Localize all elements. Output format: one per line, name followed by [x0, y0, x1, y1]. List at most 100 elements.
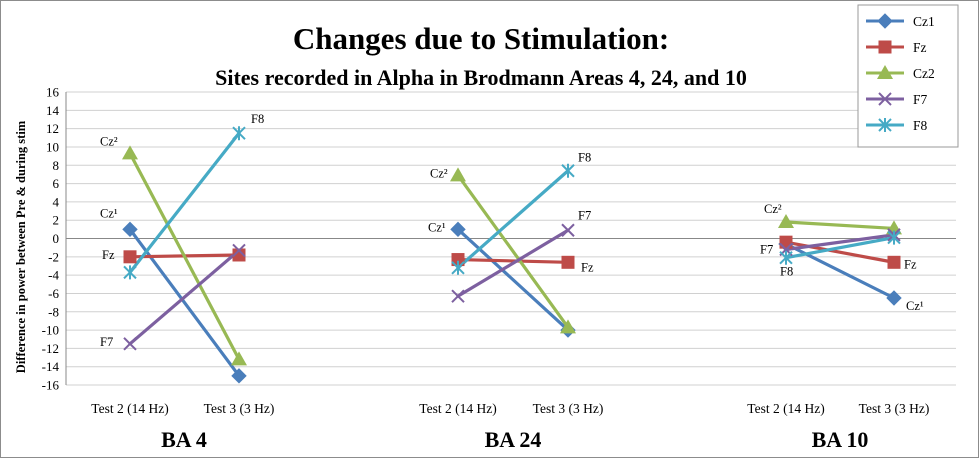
legend-marker	[878, 118, 892, 132]
data-point-fz	[561, 255, 575, 269]
chart-subtitle: Sites recorded in Alpha in Brodmann Area…	[215, 65, 747, 90]
y-tick-label: 14	[46, 103, 60, 118]
y-tick-label: -10	[42, 323, 59, 338]
gridlines	[66, 91, 956, 386]
y-tick-label: 4	[53, 194, 60, 209]
legend-box	[857, 4, 959, 148]
data-point-cz2	[450, 167, 466, 182]
point-annotation: Cz²	[764, 202, 782, 216]
x-tick-label: Test 2 (14 Hz)	[747, 401, 824, 416]
point-annotation: Cz¹	[428, 220, 446, 234]
x-tick-label: Test 3 (3 Hz)	[204, 401, 275, 416]
series-line-f8	[456, 169, 570, 270]
y-tick-label: -14	[42, 359, 60, 374]
y-tick-label: -16	[42, 378, 60, 393]
data-point-f7	[451, 289, 465, 303]
data-point-fz	[779, 235, 793, 249]
series-line-f7	[784, 233, 896, 252]
data-point-cz1	[122, 221, 138, 238]
series-line-cz2	[784, 220, 896, 231]
y-tick-label: 2	[53, 213, 60, 228]
legend-marker	[877, 65, 893, 79]
data-point-f7	[561, 223, 575, 237]
series-line-f8	[128, 131, 241, 274]
legend-label: Fz	[913, 40, 927, 55]
legend-label: F7	[913, 92, 928, 107]
y-tick-label: 16	[46, 85, 60, 100]
chart-title: Changes due to Stimulation:	[293, 21, 669, 56]
y-tick-labels: -16 -14 -12 -10 -8 -6 -4 -2 0 2 4 6 8 10 12 14 16	[42, 85, 60, 393]
series-line-f7	[128, 248, 241, 346]
axes	[65, 92, 956, 385]
y-tick-label: -8	[48, 304, 59, 319]
y-tick-label: -6	[48, 286, 59, 301]
series-line-cz2	[128, 151, 241, 361]
data-point-f8	[451, 260, 465, 275]
legend-marker	[878, 92, 892, 106]
point-annotation: F7	[760, 242, 773, 256]
data-point-f7	[232, 243, 246, 258]
y-tick-label: 0	[53, 231, 60, 246]
data-point-f7	[123, 337, 137, 351]
x-tick-label: Test 3 (3 Hz)	[533, 401, 604, 416]
point-annotation: F7	[578, 208, 591, 222]
group-label: BA 10	[812, 427, 869, 452]
series-line-f8	[784, 235, 896, 260]
series-markers	[122, 126, 902, 384]
point-annotation: Fz	[581, 260, 594, 274]
data-point-cz2	[122, 145, 138, 160]
data-point-cz1	[231, 368, 247, 384]
series-lines	[128, 131, 896, 378]
y-tick-label: -12	[42, 341, 59, 356]
y-axis-label: Difference in power between Pre & during…	[14, 120, 28, 373]
data-point-fz	[887, 255, 901, 269]
y-tick-label: 12	[46, 121, 59, 136]
data-point-cz2	[778, 214, 794, 229]
y-tick-label: 8	[53, 158, 60, 173]
data-point-cz2	[231, 351, 247, 366]
data-point-f8	[779, 250, 793, 265]
point-annotation: F8	[251, 112, 264, 126]
point-annotation: F7	[100, 335, 113, 349]
x-tick-label: Test 3 (3 Hz)	[859, 401, 930, 416]
y-tick-label: 10	[46, 139, 59, 154]
x-tick-label: Test 2 (14 Hz)	[91, 401, 168, 416]
y-tick-label: 6	[53, 176, 60, 191]
legend-marker	[878, 40, 892, 54]
x-tick-labels: Test 2 (14 Hz) Test 3 (3 Hz) BA 4 Test 2 (1…	[91, 401, 929, 452]
data-point-fz	[123, 250, 137, 264]
point-annotation: Fz	[904, 257, 917, 271]
point-annotations: Cz² Cz¹ Fz F7 F8 Cz² Cz¹ F8 F7 Fz Cz² F7 F8 Fz Cz¹	[100, 112, 924, 349]
group-label: BA 4	[161, 427, 207, 452]
data-point-cz2	[560, 319, 576, 334]
data-point-f8	[561, 163, 575, 178]
series-line-fz	[456, 257, 570, 264]
data-point-fz	[451, 253, 465, 267]
legend: Cz1 Fz Cz2 F7 F8	[857, 4, 959, 148]
data-point-cz1	[450, 221, 466, 238]
point-annotation: Cz²	[430, 166, 448, 180]
point-annotation: Cz¹	[906, 299, 924, 313]
point-annotation: Cz¹	[100, 206, 118, 220]
group-label: BA 24	[485, 427, 542, 452]
legend-marker	[877, 13, 893, 29]
y-tick-label: -2	[48, 249, 59, 264]
point-annotation: F8	[780, 265, 793, 279]
data-point-f8	[887, 230, 901, 245]
data-point-cz1	[886, 290, 902, 306]
data-point-fz	[232, 248, 246, 262]
legend-label: F8	[913, 118, 928, 133]
series-line-cz1	[456, 227, 570, 332]
legend-label: Cz1	[913, 14, 935, 29]
data-point-f8	[232, 126, 246, 141]
x-tick-label: Test 2 (14 Hz)	[419, 401, 496, 416]
point-annotation: Cz²	[100, 134, 118, 148]
data-point-f8	[123, 265, 137, 280]
series-line-cz2	[456, 173, 570, 329]
series-line-cz1	[128, 227, 241, 378]
point-annotation: F8	[578, 151, 591, 165]
y-tick-label: -4	[48, 268, 59, 283]
legend-label: Cz2	[913, 66, 935, 81]
